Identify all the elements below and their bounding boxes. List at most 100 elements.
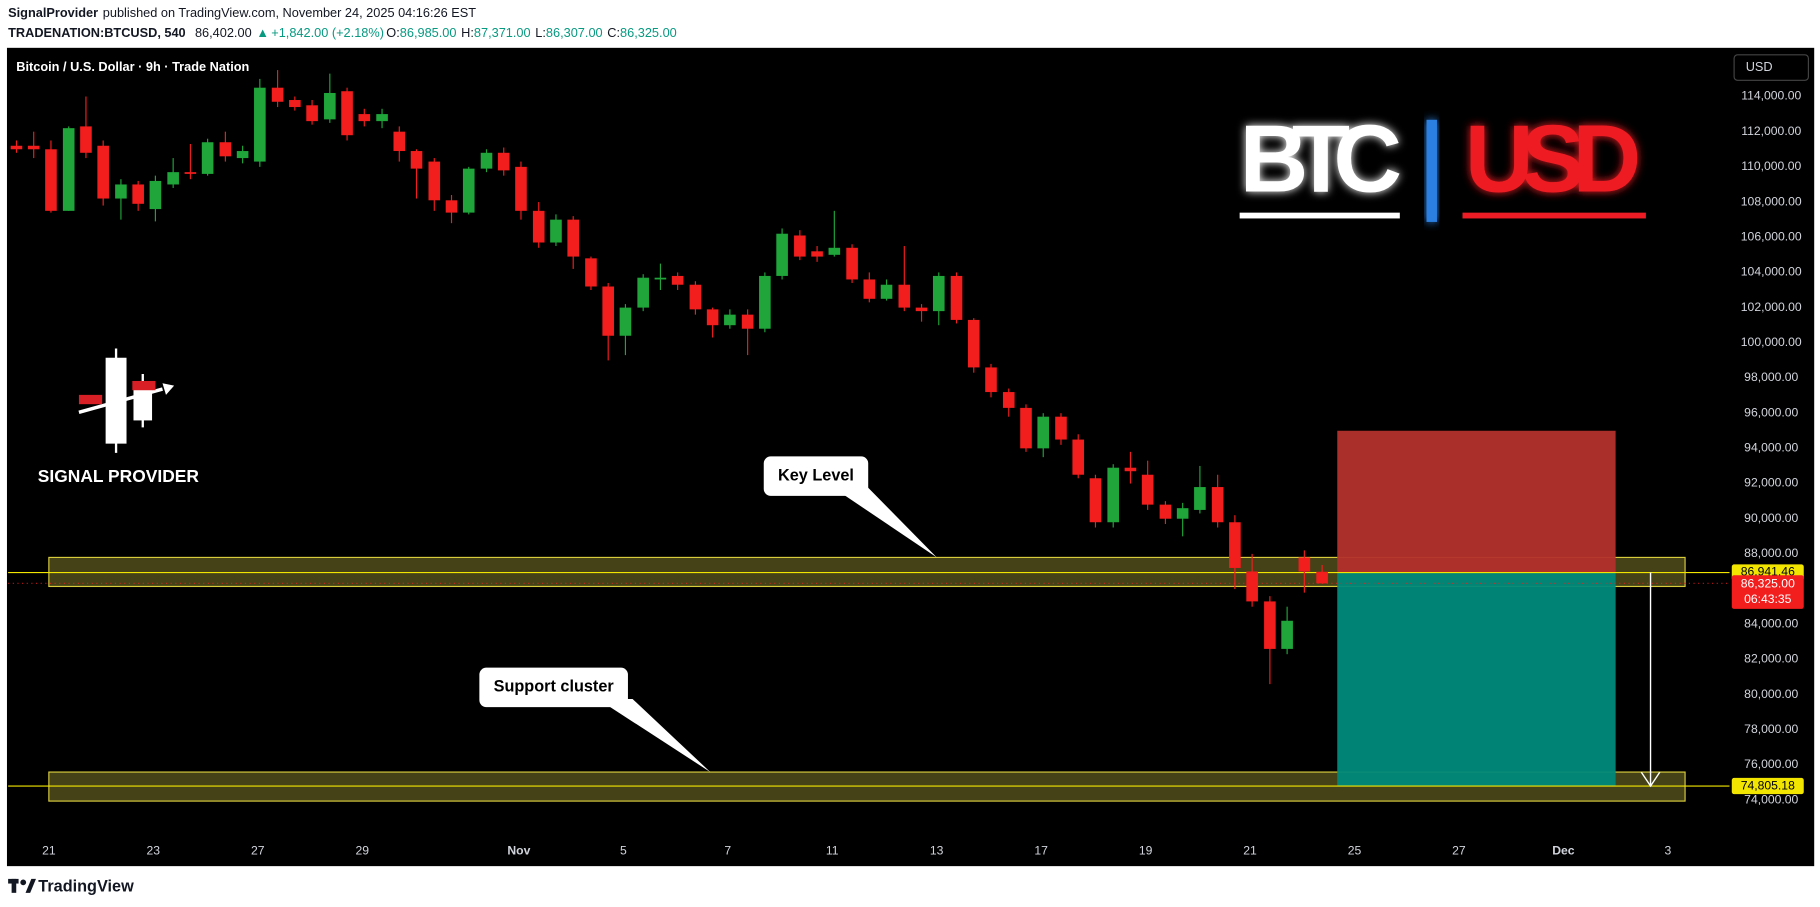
y-tick-label: 90,000.00: [1744, 511, 1798, 525]
brand-logo: [8, 878, 36, 893]
logo-text: SIGNAL PROVIDER: [38, 466, 200, 486]
x-tick-label: 27: [1452, 843, 1466, 857]
candle-body: [97, 145, 109, 199]
candle-body: [184, 172, 197, 174]
candle-body: [1176, 508, 1189, 519]
callout-pointer: [597, 698, 711, 773]
y-tick-label: 82,000.00: [1744, 652, 1798, 666]
callout-text: Support cluster: [494, 678, 615, 696]
x-tick-label: 13: [930, 843, 944, 857]
x-tick-label: 3: [1664, 843, 1671, 857]
axis-labels: 74,000.00 76,000.00 78,000.00 80,000.00 82,0…: [42, 89, 1804, 857]
x-tick-label: 25: [1348, 843, 1362, 857]
callout-pointer: [833, 487, 937, 558]
candle-body: [1229, 522, 1241, 568]
y-tick-label: 74,000.00: [1744, 792, 1798, 806]
callout-text: Key Level: [778, 466, 854, 484]
candle-body: [358, 114, 371, 122]
overlay-underline: [1462, 212, 1646, 219]
last-price-label: 86,325.00: [1741, 577, 1795, 591]
candle-body: [324, 92, 336, 120]
candle-body: [1316, 571, 1328, 584]
position-risk: [1337, 430, 1616, 573]
y-tick-label: 106,000.00: [1741, 229, 1802, 243]
candle-body: [1055, 416, 1067, 440]
y-tick-label: 94,000.00: [1744, 441, 1798, 455]
x-tick-label: 21: [42, 843, 56, 857]
last-price-tag: [1731, 575, 1804, 609]
candle-body: [149, 180, 162, 210]
callout-box: [479, 667, 628, 708]
overlay-left: BTC: [1240, 106, 1403, 212]
change-arrow: ▲: [256, 25, 269, 40]
candle-body: [967, 319, 980, 368]
candle-body: [985, 367, 997, 393]
candle-body: [410, 151, 423, 169]
logo: [78, 348, 175, 453]
x-tick-label: 29: [355, 843, 369, 857]
candle-body: [236, 151, 249, 159]
x-tick-label: 7: [724, 843, 731, 857]
x-tick-label: Dec: [1552, 843, 1575, 857]
y-tick-label: 114,000.00: [1741, 89, 1801, 103]
y-tick-label: 100,000.00: [1741, 335, 1802, 349]
candle-body: [132, 184, 144, 204]
candle-body: [306, 105, 318, 122]
y-tick-label: 88,000.00: [1744, 546, 1798, 560]
overlay-divider: [1426, 119, 1437, 222]
plot: [8, 70, 1730, 802]
candle-body: [706, 309, 719, 326]
candle-body: [1141, 474, 1154, 505]
y-tick-label: 76,000.00: [1744, 757, 1798, 771]
x-tick-label: Nov: [507, 843, 530, 857]
candle-body: [271, 87, 284, 102]
candle-body: [201, 142, 214, 174]
currency: USD: [1746, 59, 1773, 74]
y-tick-label: 104,000.00: [1741, 265, 1802, 279]
candle-body: [811, 251, 823, 257]
candle-body: [898, 284, 911, 308]
candle-body: [1246, 571, 1258, 602]
candle-body: [776, 233, 788, 276]
y-tick-label: 96,000.00: [1744, 405, 1798, 419]
price: 86,402.00: [195, 25, 252, 40]
candle-body: [341, 91, 353, 136]
candle-body: [80, 126, 92, 153]
candle-body: [1281, 620, 1293, 649]
interval: 540: [164, 25, 185, 40]
ohlc-value: 87,371.00: [474, 25, 531, 40]
candle-body: [480, 152, 493, 169]
candle-body: [428, 161, 441, 201]
y-tick-label: 92,000.00: [1744, 476, 1798, 490]
y-tick-label: 84,000.00: [1744, 616, 1798, 630]
y-tick-label: 98,000.00: [1744, 370, 1798, 384]
candle-body: [671, 275, 684, 285]
candle-body: [654, 277, 667, 280]
candle-body: [863, 279, 876, 299]
candle-body: [619, 307, 632, 336]
ohlc-value: 86,325.00: [620, 25, 677, 40]
author: SignalProvider: [8, 6, 98, 21]
candle-body: [637, 277, 649, 308]
ohlc-value: 86,307.00: [546, 25, 603, 40]
currency-box[interactable]: [1733, 54, 1809, 81]
candle-body: [1264, 601, 1276, 649]
candle-body: [689, 284, 702, 310]
chart-title: Bitcoin / U.S. Dollar · 9h · Trade Natio…: [16, 59, 249, 74]
candle-body: [602, 286, 614, 336]
arrow-head: [1640, 771, 1661, 788]
candle-body: [585, 258, 597, 287]
candle-body: [497, 152, 510, 171]
callout-box: [763, 456, 869, 496]
candle-body: [445, 200, 458, 213]
candle-body: [1211, 487, 1224, 523]
candle-body: [219, 142, 232, 157]
candle-body: [376, 114, 388, 122]
candle-body: [1159, 504, 1172, 519]
candle-body: [45, 149, 57, 211]
ohlc-label: O:: [386, 25, 399, 40]
candle-body: [846, 247, 858, 280]
candle-body: [1037, 416, 1050, 449]
candle-body: [254, 87, 266, 162]
